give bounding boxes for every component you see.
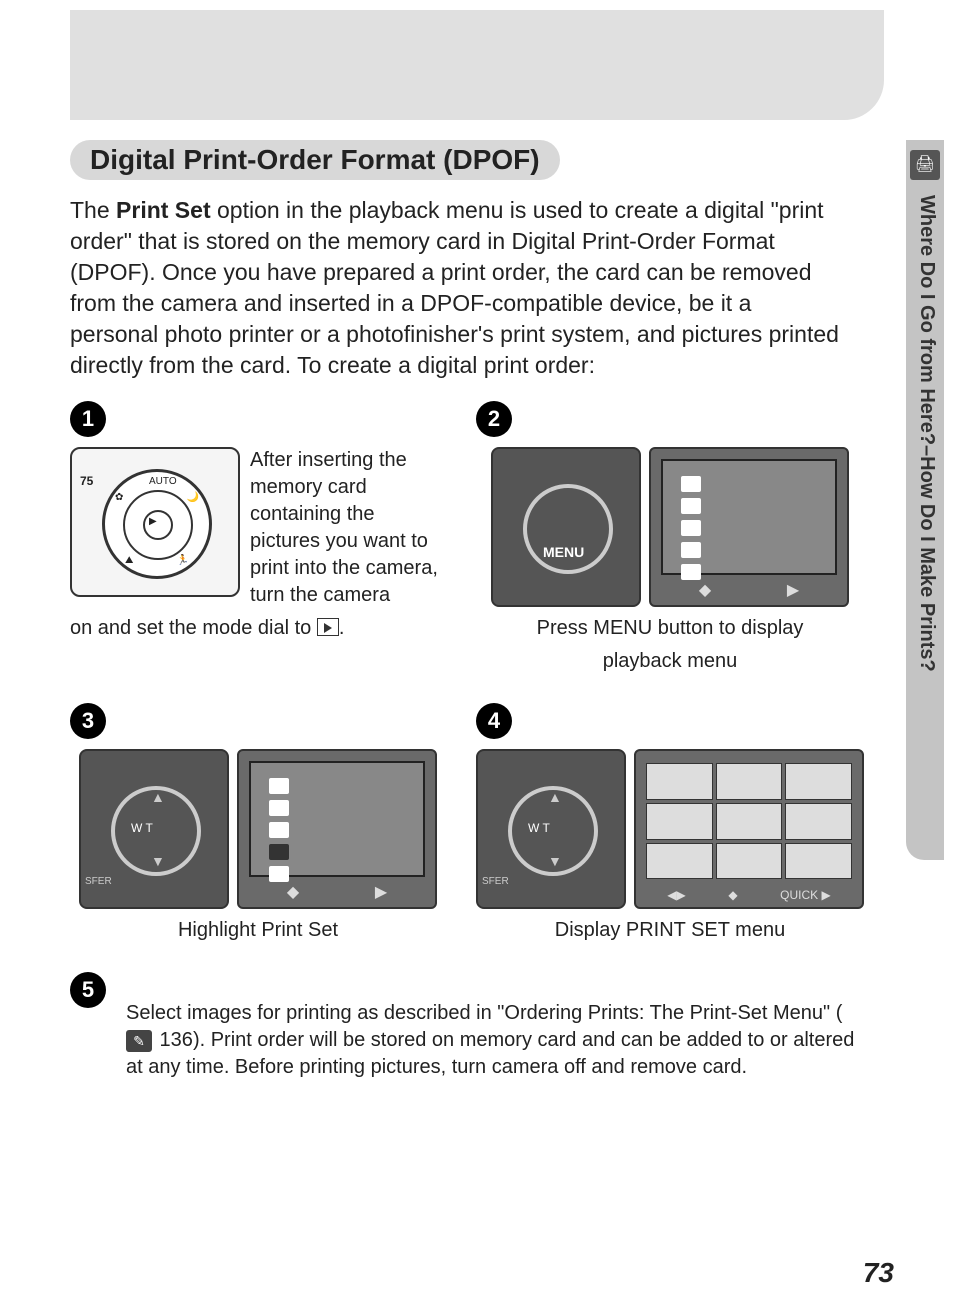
section-title-wrap: Digital Print-Order Format (DPOF) [70,140,884,180]
step-1-continuation: on and set the mode dial to . [70,615,446,642]
lcd-nav-right-icon: ▶ [375,882,387,902]
step-5-text: Select images for printing as described … [126,972,864,1081]
menu-icon-lock [269,822,289,838]
menu-icon-folder [269,800,289,816]
step-1-number: 1 [70,401,106,437]
multiselector-illustration: ▲ ▼ W T SFER [476,749,626,909]
mode-dial-icon: AUTO ✿ 🌙 ⛰ 🏃 ▶ [102,469,212,579]
lcd-highlight-illustration: ◆ ▶ [237,749,437,909]
thumbnail-6 [785,803,852,840]
step-2-number: 2 [476,401,512,437]
side-tab: 🖨 Where Do I Go from Here?–How Do I Make… [906,140,944,860]
step-5-ref-page: 136 [154,1029,193,1051]
thumbnail-5 [716,803,783,840]
menu-icon-print-selected [269,844,289,860]
menu-icon-lock [681,520,701,536]
wt-label: W T [528,821,550,835]
side-tab-text: Where Do I Go from Here?–How Do I Make P… [912,195,938,835]
menu-button-label: MENU [543,544,584,560]
step-1-cont-post: . [339,617,345,639]
thumbnail-1 [646,763,713,800]
step-3-caption: Highlight Print Set [70,919,446,942]
step-1: 1 75 AUTO ✿ 🌙 ⛰ 🏃 ▶ [70,401,446,673]
lcd-nav-leftright-icon: ◀▶ [667,888,685,902]
step-5-text-a: Select images for printing as described … [126,1002,842,1024]
menu-icon-trash [269,778,289,794]
lcd-nav-updown-icon: ◆ [287,882,299,902]
lcd-quick-label: QUICK ▶ [780,888,831,902]
transfer-label: SFER [482,876,509,887]
playback-mode-icon [317,618,339,636]
menu-button-illustration: MENU [491,447,641,607]
multiselector-illustration: ▲ ▼ W T SFER [79,749,229,909]
step-3: 3 ▲ ▼ W T SFER [70,703,446,942]
step-4-number: 4 [476,703,512,739]
intro-paragraph: The Print Set option in the playback men… [70,195,844,381]
transfer-label: SFER [85,876,112,887]
lcd-playback-menu-illustration: ◆ ▶ [649,447,849,607]
top-spacer-panel [70,10,884,120]
steps-grid: 1 75 AUTO ✿ 🌙 ⛰ 🏃 ▶ [70,401,864,1081]
step-2: 2 MENU [476,401,864,673]
step-5-text-b: ). Print order will be stored on memory … [126,1029,854,1078]
section-title: Digital Print-Order Format (DPOF) [70,140,560,180]
manual-page: 🖨 Where Do I Go from Here?–How Do I Make… [0,0,954,1314]
step-5: 5 Select images for printing as describe… [70,972,864,1081]
thumbnail-3 [785,763,852,800]
printer-icon: 🖨 [910,150,940,180]
step-2-caption-2: playback menu [476,650,864,673]
step-4-caption: Display PRINT SET menu [476,919,864,942]
step-1-text: After inserting the memory card containi… [250,447,446,609]
lcd-nav-updown-icon: ◆ [728,888,737,902]
step-1-cont-pre: on and set the mode dial to [70,617,317,639]
lcd-nav-right-icon: ▶ [787,580,799,600]
menu-icon-print [681,542,701,558]
thumbnail-8 [716,843,783,880]
lcd-nav-updown-icon: ◆ [699,580,711,600]
page-reference-icon: ✎ [126,1030,152,1052]
camera-counter-label: 75 [80,474,93,488]
thumbnail-7 [646,843,713,880]
menu-icon-folder [681,498,701,514]
step-1-illustration: 75 AUTO ✿ 🌙 ⛰ 🏃 ▶ [70,447,240,597]
thumbnail-2 [716,763,783,800]
mode-dial-auto-label: AUTO [149,476,177,487]
thumbnail-4 [646,803,713,840]
page-number: 73 [863,1257,894,1289]
step-2-caption-1: Press MENU button to display [476,617,864,640]
wt-label: W T [131,821,153,835]
menu-icon-transfer [269,866,289,882]
thumbnail-9 [785,843,852,880]
step-4: 4 ▲ ▼ W T SFER [476,703,864,942]
intro-prefix: The [70,197,116,223]
step-3-number: 3 [70,703,106,739]
intro-strong: Print Set [116,197,211,223]
intro-rest: option in the playback menu is used to c… [70,197,839,378]
lcd-thumbnail-illustration: ◀▶ ◆ QUICK ▶ [634,749,864,909]
menu-icon-transfer [681,564,701,580]
menu-icon-trash [681,476,701,492]
step-5-number: 5 [70,972,106,1008]
